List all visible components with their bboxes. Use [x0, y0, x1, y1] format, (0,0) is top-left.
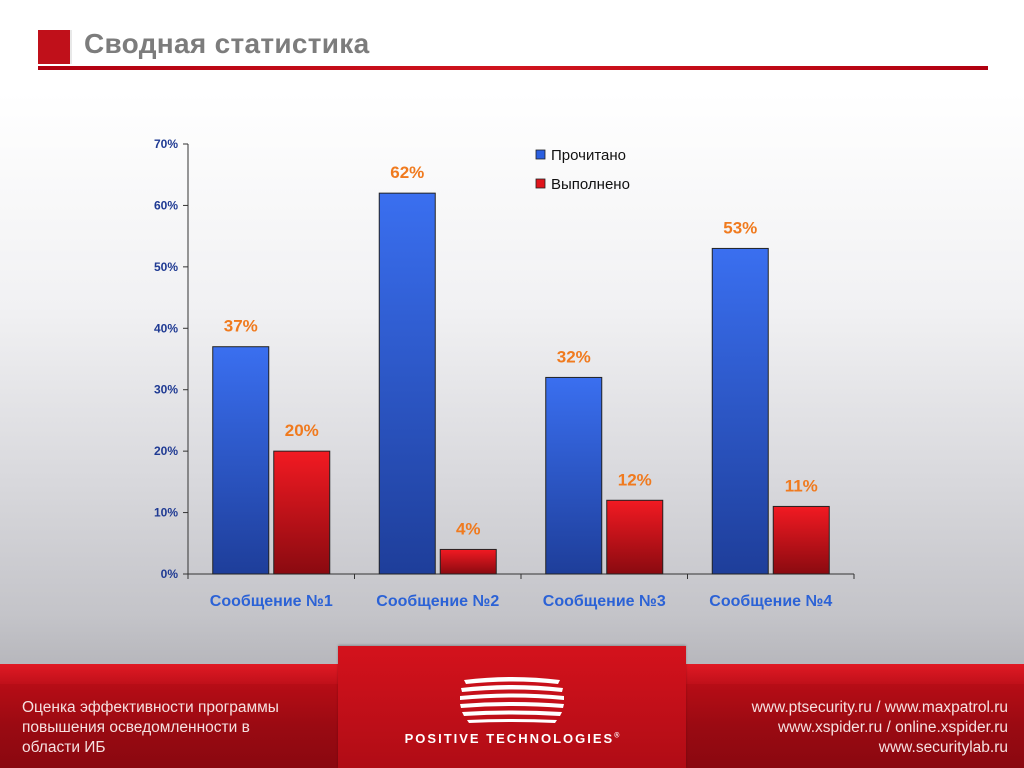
positive-technologies-logo-icon	[460, 677, 564, 723]
category-label: Сообщение №4	[709, 593, 832, 610]
category-label: Сообщение №1	[210, 593, 333, 610]
y-tick-label: 30%	[154, 383, 178, 397]
legend-label: Выполнено	[551, 176, 630, 193]
y-tick-label: 10%	[154, 506, 178, 520]
slide-title: Сводная статистика	[84, 28, 370, 59]
footer-link-line[interactable]: www.securitylab.ru	[878, 739, 1008, 756]
legend-label: Прочитано	[551, 147, 626, 164]
y-tick-label: 0%	[161, 567, 179, 581]
data-label: 53%	[723, 218, 757, 237]
brand-name: POSITIVE TECHNOLOGIES®	[338, 731, 686, 746]
bar-read	[545, 376, 603, 575]
y-tick-label: 60%	[154, 198, 178, 212]
data-label: 20%	[285, 421, 319, 440]
data-label: 12%	[618, 470, 652, 489]
registered-mark: ®	[614, 732, 620, 740]
brand-name-text: POSITIVE TECHNOLOGIES	[404, 731, 615, 746]
data-label: 32%	[557, 347, 591, 366]
data-label: 62%	[390, 163, 424, 182]
legend-swatch	[535, 149, 546, 160]
y-tick-label: 70%	[154, 137, 178, 151]
data-label: 37%	[224, 317, 258, 336]
footer-description-line: Оценка эффективности программы	[22, 699, 279, 716]
bar-read	[378, 192, 436, 575]
data-label: 11%	[785, 476, 818, 495]
footer-link-line[interactable]: www.ptsecurity.ru / www.maxpatrol.ru	[751, 699, 1008, 716]
bar-read	[711, 247, 769, 575]
bar-done	[606, 499, 664, 575]
title-divider	[38, 66, 988, 70]
footer-description: Оценка эффективности программы повышения…	[22, 698, 322, 758]
legend-swatch	[535, 178, 546, 189]
y-tick-label: 50%	[154, 260, 178, 274]
category-label: Сообщение №2	[376, 593, 499, 610]
title-accent-square	[38, 30, 72, 64]
footer-description-line: повышения осведомленности в	[22, 719, 250, 736]
bar-done	[273, 450, 331, 575]
footer-logo-panel	[338, 646, 686, 768]
y-tick-label: 20%	[154, 444, 178, 458]
bar-done	[772, 505, 830, 575]
category-label: Сообщение №3	[543, 593, 666, 610]
bar-read	[212, 346, 270, 575]
bar-chart: 0% 10% 20% 30% 40% 50% 60% 70% 37% 20% Сообщение …	[154, 137, 855, 610]
footer-link-line[interactable]: www.xspider.ru / online.xspider.ru	[777, 719, 1008, 736]
y-tick-label: 40%	[154, 321, 178, 335]
bar-done	[439, 548, 497, 575]
data-label: 4%	[456, 519, 481, 538]
footer-description-line: области ИБ	[22, 739, 106, 756]
footer-links: www.ptsecurity.ru / www.maxpatrol.ru www…	[688, 698, 1008, 758]
